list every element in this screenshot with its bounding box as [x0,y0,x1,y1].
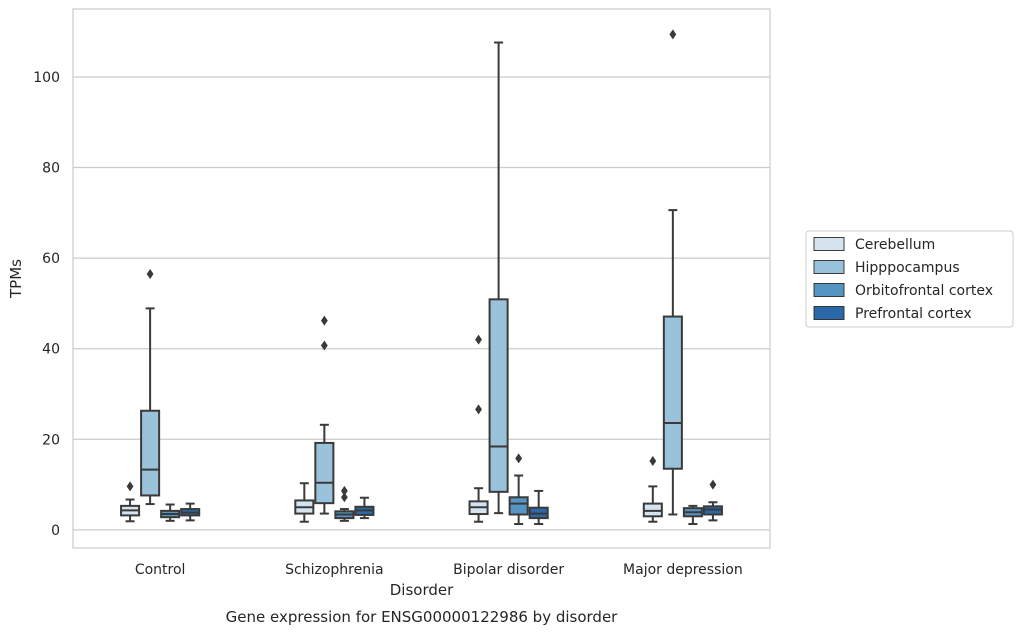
legend-label: Prefrontal cortex [855,306,972,322]
box-group [180,502,201,522]
x-tick-label: Control [135,562,186,578]
outlier-point [649,456,657,467]
box-group [468,334,489,523]
y-tick-label: 100 [33,70,60,86]
box-group [642,456,663,523]
outlier-point [475,334,482,345]
outlier-point [709,479,717,490]
box-iqr [488,298,509,493]
box-group [702,479,723,522]
legend-swatch [813,306,845,320]
box-group [294,482,315,523]
outlier-point [475,404,482,415]
x-tick-label: Bipolar disorder [453,562,564,578]
box-group [508,453,529,525]
y-tick-label: 20 [42,432,60,448]
plot-frame [72,8,771,549]
outlier-point [669,29,677,40]
box-iqr [662,315,683,470]
box-iqr [140,409,161,497]
x-axis-title: Disorder [390,581,454,599]
box-group [120,481,141,523]
outlier-point [126,481,134,492]
x-axis-ticks: Control Schizophrenia Bipolar disorder Majo… [135,562,743,578]
legend: Cerebellum Hipppocampus Orbitofrontal cort… [805,230,1014,328]
y-gridlines [73,76,770,531]
figure-caption: Gene expression for ENSG00000122986 by d… [226,608,619,626]
outlier-point [515,453,523,464]
outlier-point [320,340,328,351]
box-group [334,485,355,522]
x-tick-label: Schizophrenia [285,562,383,578]
outlier-point [320,315,328,326]
box-group [682,504,703,525]
legend-label: Orbitofrontal cortex [855,283,993,299]
legend-swatch [813,237,845,251]
outlier-point [340,492,348,503]
y-tick-label: 60 [42,251,60,267]
x-tick-label: Major depression [623,562,743,578]
legend-frame [805,230,1014,328]
y-tick-label: 40 [42,342,60,358]
legend-label: Hipppocampus [855,260,960,276]
outlier-point [146,268,154,279]
box-iqr [314,441,335,505]
box-iqr [508,496,529,516]
box-group [662,29,683,516]
box-plot-series [120,29,723,525]
y-axis-title: TPMs [7,259,25,299]
box-group [354,496,375,520]
box-group [160,503,181,522]
y-tick-label: 0 [51,523,60,539]
box-group [488,41,509,515]
box-group [528,489,549,525]
y-axis-ticks: 0 20 40 60 80 100 [33,70,60,539]
outlier-point [340,485,348,496]
legend-swatch [813,260,845,274]
legend-swatch [813,283,845,297]
y-tick-label: 80 [42,161,60,177]
box-group [314,315,335,515]
box-group [140,268,161,506]
legend-label: Cerebellum [855,237,935,253]
